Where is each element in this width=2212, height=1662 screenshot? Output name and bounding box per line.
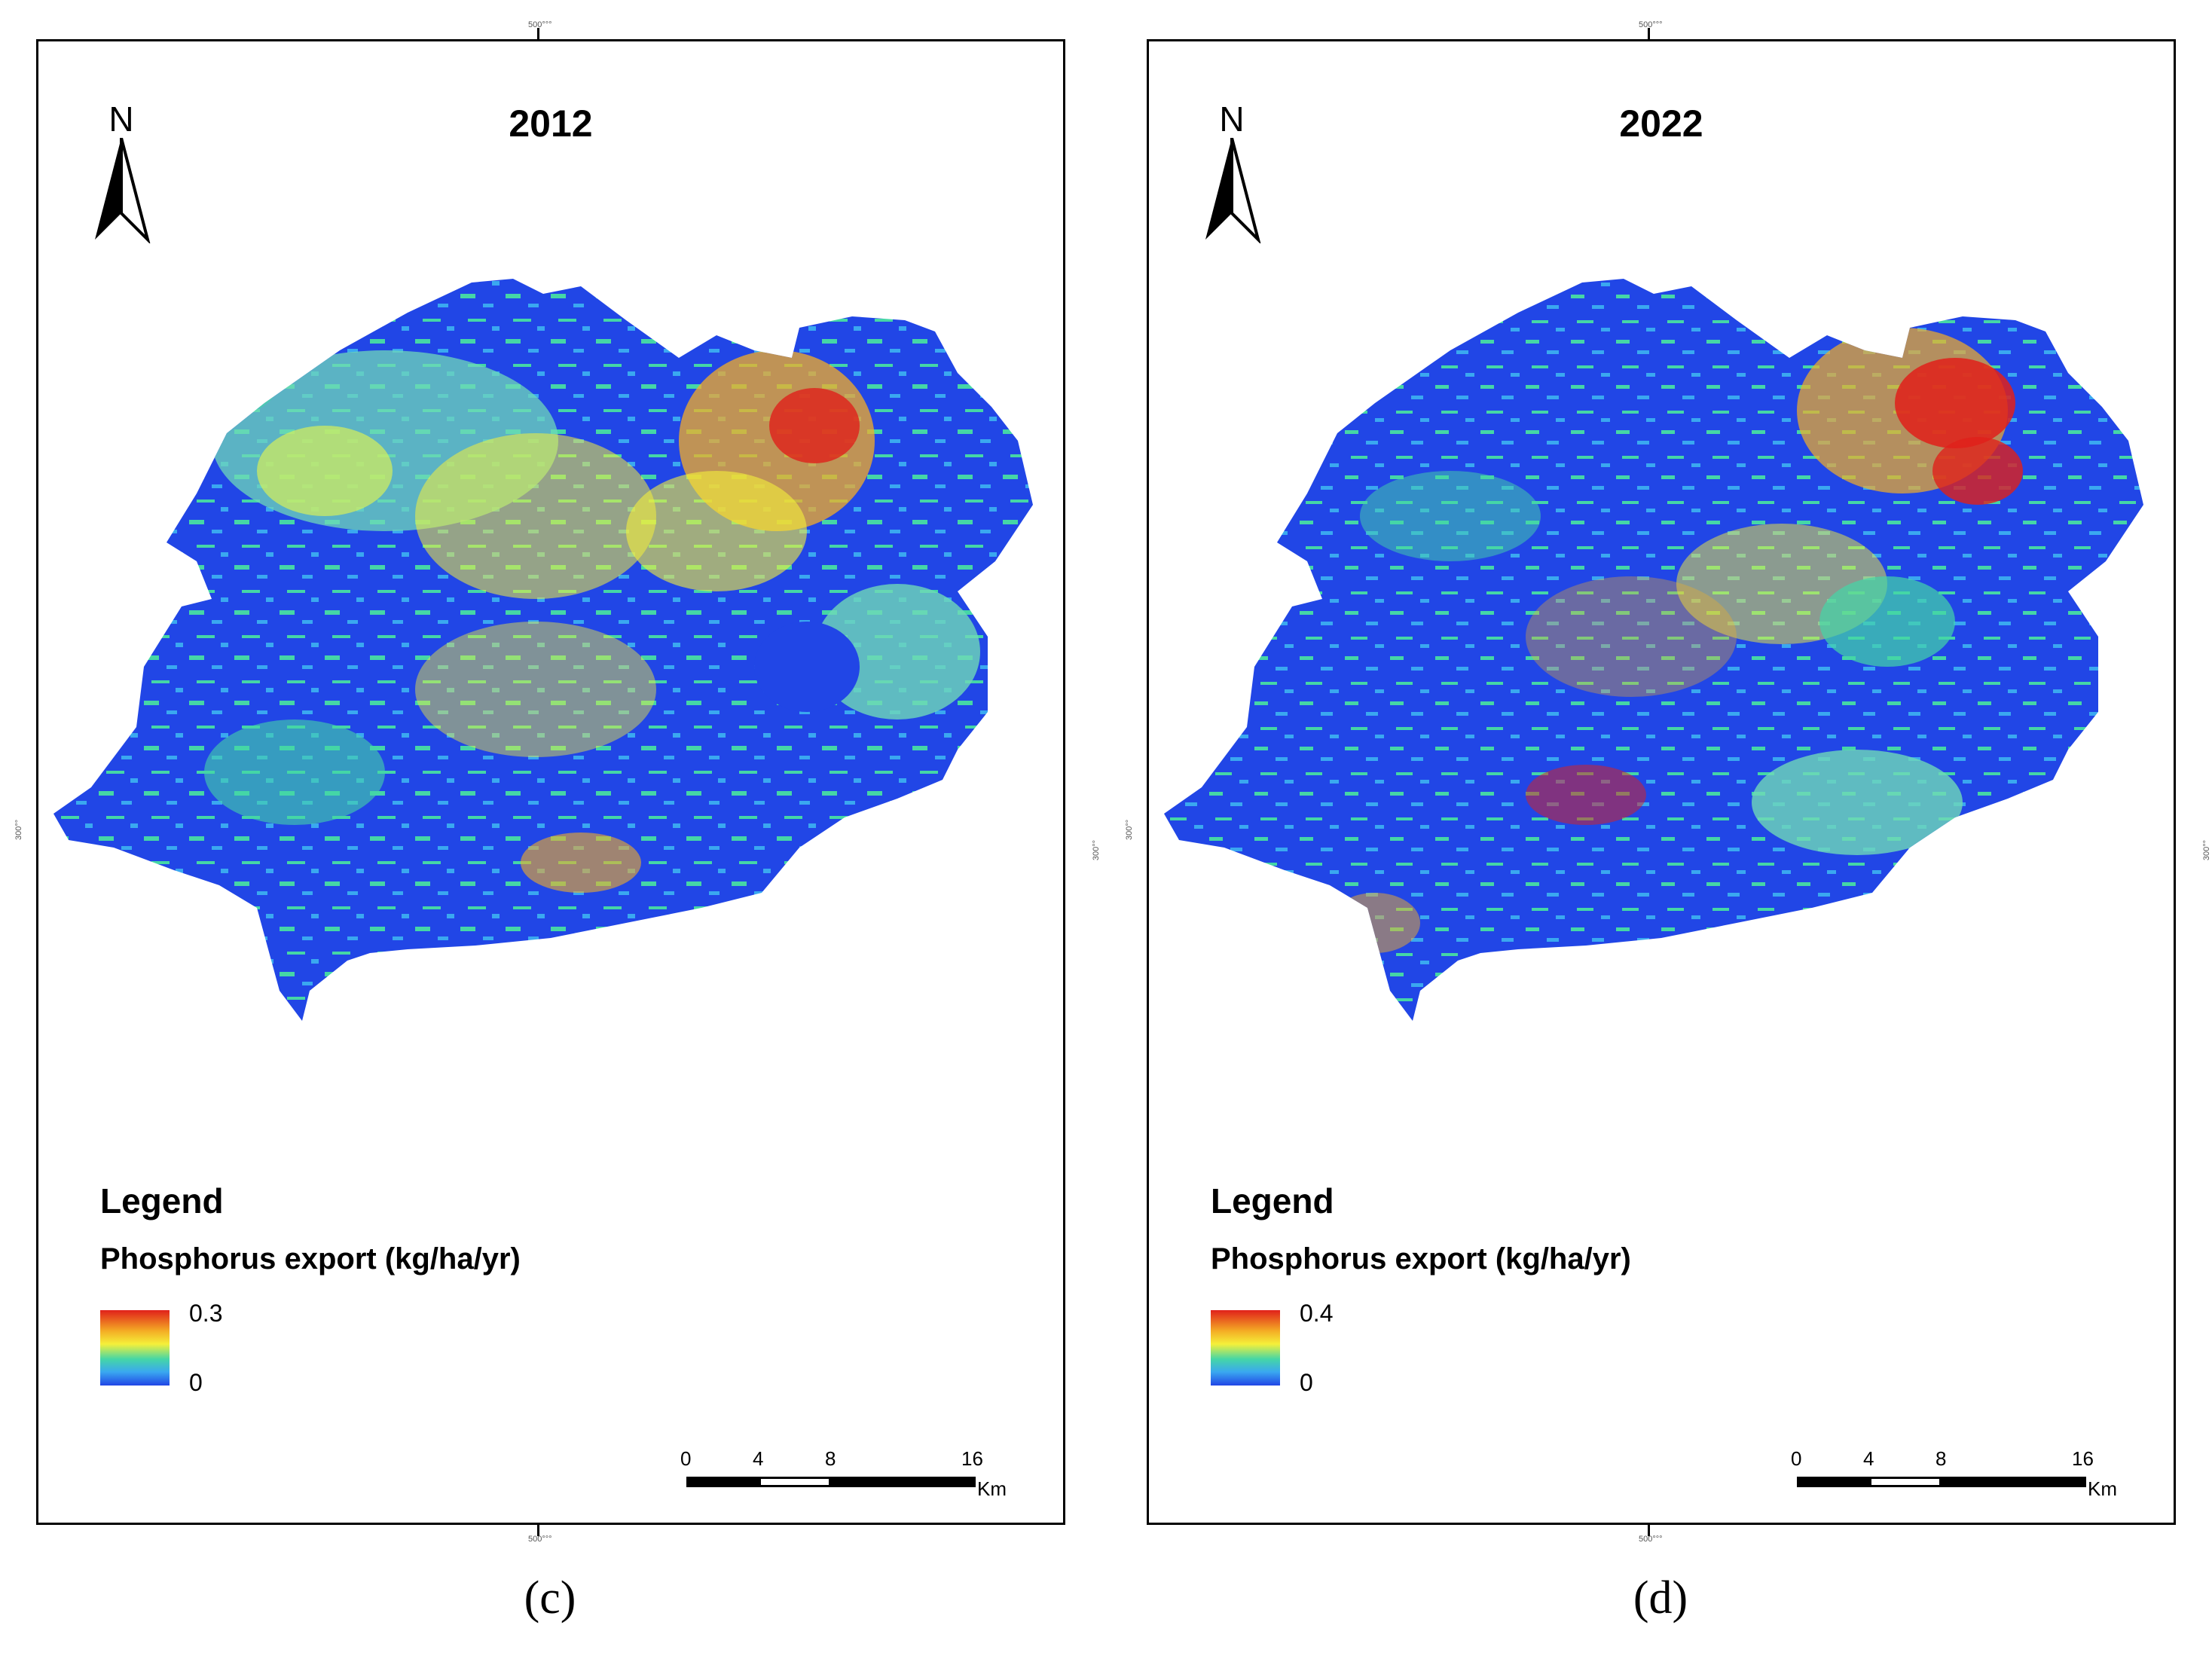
north-arrow: N [1190, 102, 1273, 245]
legend-color-ramp: 0.3 0 [100, 1300, 521, 1396]
scale-label-0: 0 [1791, 1447, 1802, 1470]
phosphorus-map-raster [1164, 245, 2166, 1224]
phosphorus-map-raster [53, 245, 1056, 1224]
scale-label-8: 8 [825, 1447, 836, 1470]
coord-tick-bottom: 500°°° [528, 1535, 552, 1544]
map-title: 2022 [1619, 102, 1703, 145]
coord-tick-right: 300°° [1092, 840, 1101, 861]
coord-tick-mark [537, 28, 539, 41]
ramp-max-label: 0.3 [189, 1300, 223, 1327]
coord-tick-right: 300°° [2202, 840, 2211, 861]
ramp-min-label: 0 [1300, 1369, 1313, 1396]
scale-segment [1869, 1477, 1942, 1487]
coord-tick-mark [537, 1523, 539, 1536]
scale-segment [831, 1477, 976, 1487]
scale-segment [1797, 1477, 1869, 1487]
ramp-min-label: 0 [189, 1369, 203, 1396]
watershed-map [1164, 279, 2143, 1021]
ramp-max-label: 0.4 [1300, 1300, 1334, 1327]
coord-tick-left: 300°° [1125, 819, 1134, 840]
coord-tick-mark [1648, 28, 1650, 41]
coord-tick-top: 500°°° [528, 20, 552, 29]
scale-segment [686, 1477, 759, 1487]
scale-bar: 0 4 8 16 Km [680, 1447, 1007, 1517]
scale-bar: 0 4 8 16 Km [1791, 1447, 2117, 1517]
scale-label-0: 0 [680, 1447, 692, 1470]
figure-caption-d: (d) [1633, 1572, 1688, 1624]
scale-segment [1942, 1477, 2086, 1487]
coord-tick-bottom: 500°°° [1639, 1535, 1663, 1544]
watershed-map [53, 279, 1033, 1021]
coord-tick-top: 500°°° [1639, 20, 1663, 29]
figure-caption-c: (c) [524, 1572, 576, 1624]
scale-label-16: 16 [2072, 1447, 2094, 1470]
north-arrow-icon [95, 138, 151, 243]
legend-variable: Phosphorus export (kg/ha/yr) [100, 1242, 521, 1276]
map-title: 2012 [509, 102, 593, 145]
map-legend: Legend Phosphorus export (kg/ha/yr) 0.4 … [1211, 1181, 1631, 1396]
scale-unit: Km [977, 1477, 1007, 1500]
north-label: N [1219, 99, 1245, 139]
scale-label-4: 4 [1863, 1447, 1874, 1470]
legend-variable: Phosphorus export (kg/ha/yr) [1211, 1242, 1631, 1276]
north-arrow: N [80, 102, 163, 245]
color-ramp-bar [100, 1310, 170, 1386]
color-ramp-bar [1211, 1310, 1280, 1386]
scale-segment [759, 1477, 831, 1487]
legend-title: Legend [100, 1181, 224, 1221]
map-panel-2022: 500°°° 500°°° 300°° 300°° 2022 N [1125, 20, 2211, 1544]
scale-label-4: 4 [753, 1447, 764, 1470]
coord-tick-left: 300°° [14, 819, 23, 840]
scale-unit: Km [2088, 1477, 2117, 1500]
scale-label-16: 16 [961, 1447, 983, 1470]
north-label: N [108, 99, 134, 139]
scale-label-8: 8 [1936, 1447, 1947, 1470]
map-panel-2012: 500°°° 500°°° 300°° 300°° 2012 N [14, 20, 1101, 1544]
map-legend: Legend Phosphorus export (kg/ha/yr) 0.3 … [100, 1181, 521, 1396]
coord-tick-mark [1648, 1523, 1650, 1536]
legend-color-ramp: 0.4 0 [1211, 1300, 1631, 1396]
legend-title: Legend [1211, 1181, 1334, 1221]
north-arrow-icon [1205, 138, 1261, 243]
